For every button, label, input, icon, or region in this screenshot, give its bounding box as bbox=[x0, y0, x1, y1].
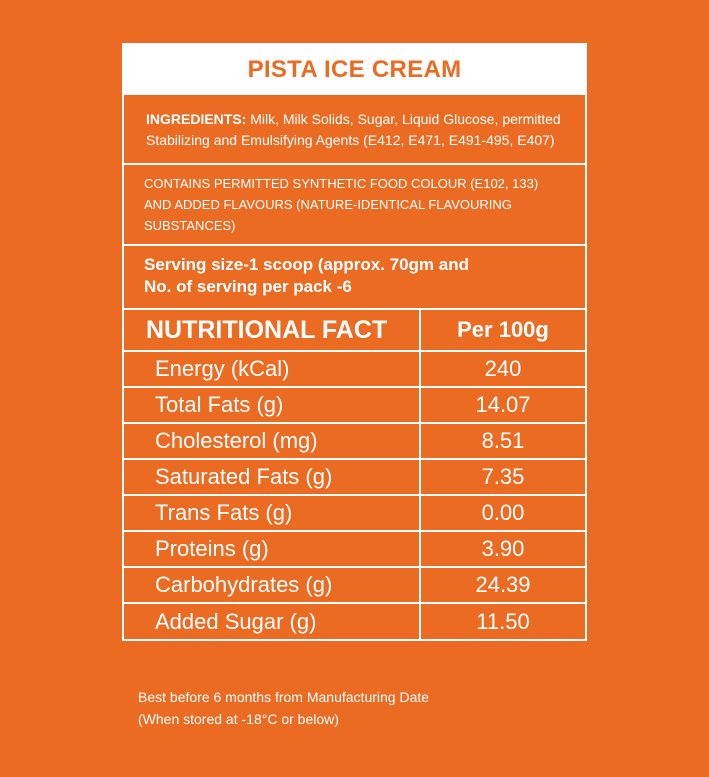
best-before-text: Best before 6 months from Manufacturing … bbox=[138, 689, 430, 705]
table-row: Energy (kCal) 240 bbox=[124, 350, 585, 387]
nutrient-value: 11.50 bbox=[420, 602, 585, 639]
nutrient-value: 0.00 bbox=[420, 494, 585, 531]
storage-condition-text: (When stored at -18°C or below) bbox=[138, 711, 339, 727]
storage-note: Best before 6 months from Manufacturing … bbox=[138, 686, 429, 730]
column-header-nutrient: NUTRITIONAL FACT bbox=[124, 308, 421, 351]
nutrient-name: Cholesterol (mg) bbox=[124, 422, 421, 459]
column-header-per-100g: Per 100g bbox=[420, 308, 585, 351]
serving-info: Serving size-1 scoop (approx. 70gm and N… bbox=[124, 246, 585, 308]
ingredients-section: INGREDIENTS: Milk, Milk Solids, Sugar, L… bbox=[124, 95, 585, 165]
nutrient-value: 3.90 bbox=[420, 530, 585, 567]
colour-flavour-note: CONTAINS PERMITTED SYNTHETIC FOOD COLOUR… bbox=[124, 165, 585, 246]
nutrient-value: 24.39 bbox=[420, 566, 585, 603]
nutrient-name: Added Sugar (g) bbox=[124, 602, 421, 639]
serving-line-2: No. of serving per pack -6 bbox=[144, 277, 352, 296]
nutrient-name: Energy (kCal) bbox=[124, 350, 421, 387]
nutrient-name: Proteins (g) bbox=[124, 530, 421, 567]
ingredients-heading: INGREDIENTS: bbox=[146, 111, 247, 127]
table-row: Carbohydrates (g) 24.39 bbox=[124, 566, 585, 603]
table-row: Proteins (g) 3.90 bbox=[124, 530, 585, 567]
table-row: Saturated Fats (g) 7.35 bbox=[124, 458, 585, 495]
nutrient-name: Trans Fats (g) bbox=[124, 494, 421, 531]
table-row: Added Sugar (g) 11.50 bbox=[124, 602, 585, 639]
table-header-row: NUTRITIONAL FACT Per 100g bbox=[124, 308, 585, 351]
nutrition-label-panel: PISTA ICE CREAM INGREDIENTS: Milk, Milk … bbox=[122, 43, 587, 641]
nutrient-name: Saturated Fats (g) bbox=[124, 458, 421, 495]
nutrient-name: Carbohydrates (g) bbox=[124, 566, 421, 603]
table-row: Cholesterol (mg) 8.51 bbox=[124, 422, 585, 459]
product-title: PISTA ICE CREAM bbox=[124, 45, 585, 95]
nutrient-value: 8.51 bbox=[420, 422, 585, 459]
nutrient-name: Total Fats (g) bbox=[124, 386, 421, 423]
nutrient-value: 14.07 bbox=[420, 386, 585, 423]
serving-line-1: Serving size-1 scoop (approx. 70gm and bbox=[144, 255, 469, 274]
table-row: Total Fats (g) 14.07 bbox=[124, 386, 585, 423]
nutrition-facts-table: NUTRITIONAL FACT Per 100g Energy (kCal) 2… bbox=[124, 308, 585, 639]
nutrient-value: 240 bbox=[420, 350, 585, 387]
nutrient-value: 7.35 bbox=[420, 458, 585, 495]
table-row: Trans Fats (g) 0.00 bbox=[124, 494, 585, 531]
ingredients-text: Milk, Milk Solids, Sugar, Liquid Glucose… bbox=[146, 111, 561, 148]
